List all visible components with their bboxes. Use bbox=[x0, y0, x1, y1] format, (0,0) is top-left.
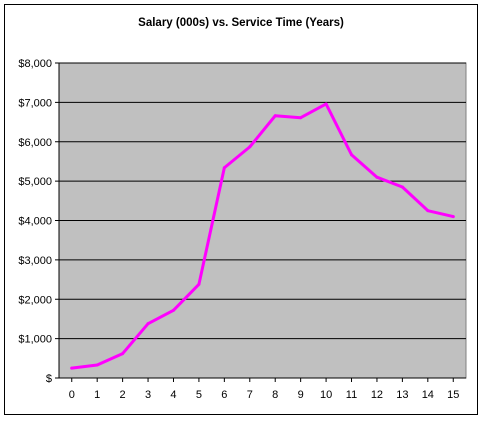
x-tick-label: 11 bbox=[346, 389, 357, 401]
x-tick-label: 3 bbox=[145, 389, 151, 401]
series-line bbox=[70, 102, 455, 370]
y-tick-label: $4,000 bbox=[18, 216, 52, 228]
x-tick-label: 1 bbox=[94, 389, 100, 401]
y-tick-label: $1,000 bbox=[18, 334, 52, 346]
x-tick-label: 7 bbox=[247, 389, 253, 401]
y-tick-label: $ bbox=[46, 373, 52, 385]
data-point bbox=[197, 282, 201, 286]
data-point bbox=[375, 175, 379, 179]
x-tick-label: 13 bbox=[396, 389, 408, 401]
data-point bbox=[121, 352, 125, 356]
x-tick-label: 12 bbox=[371, 389, 383, 401]
gridlines bbox=[59, 62, 466, 340]
data-point bbox=[400, 185, 404, 189]
data-point bbox=[299, 116, 303, 120]
y-tick-label: $8,000 bbox=[18, 58, 52, 70]
y-axis: $ $1,000 $2,000 $3,000 $4,000 $5,000 $6,000 $7,… bbox=[18, 58, 60, 385]
data-point bbox=[451, 215, 455, 219]
x-tick-label: 8 bbox=[272, 389, 278, 401]
x-tick-label: 14 bbox=[422, 389, 434, 401]
y-tick-label: $2,000 bbox=[18, 294, 52, 306]
x-tick-label: 6 bbox=[221, 389, 227, 401]
x-tick-label: 9 bbox=[298, 389, 304, 401]
data-point bbox=[273, 114, 277, 118]
chart-title: Salary (000s) vs. Service Time (Years) bbox=[138, 17, 344, 29]
y-tick-label: $5,000 bbox=[18, 176, 52, 188]
data-point bbox=[350, 153, 354, 157]
data-point bbox=[146, 322, 150, 326]
x-tick-label: 2 bbox=[120, 389, 126, 401]
x-tick-label: 10 bbox=[320, 389, 332, 401]
x-tick-label: 5 bbox=[196, 389, 202, 401]
data-point bbox=[171, 308, 175, 312]
x-axis: 0 1 2 3 4 5 6 7 8 9 10 11 12 13 14 15 bbox=[59, 377, 466, 401]
data-point bbox=[95, 363, 99, 367]
data-point bbox=[70, 366, 74, 370]
x-tick-label: 15 bbox=[447, 389, 459, 401]
x-tick-label: 4 bbox=[170, 389, 176, 401]
y-tick-label: $3,000 bbox=[18, 255, 52, 267]
y-tick-label: $7,000 bbox=[18, 97, 52, 109]
x-tick-label: 0 bbox=[69, 389, 75, 401]
data-point bbox=[426, 209, 430, 213]
data-point bbox=[324, 102, 328, 106]
data-point bbox=[222, 166, 226, 170]
series-group bbox=[70, 102, 455, 370]
y-tick-label: $6,000 bbox=[18, 137, 52, 149]
data-point bbox=[248, 145, 252, 149]
